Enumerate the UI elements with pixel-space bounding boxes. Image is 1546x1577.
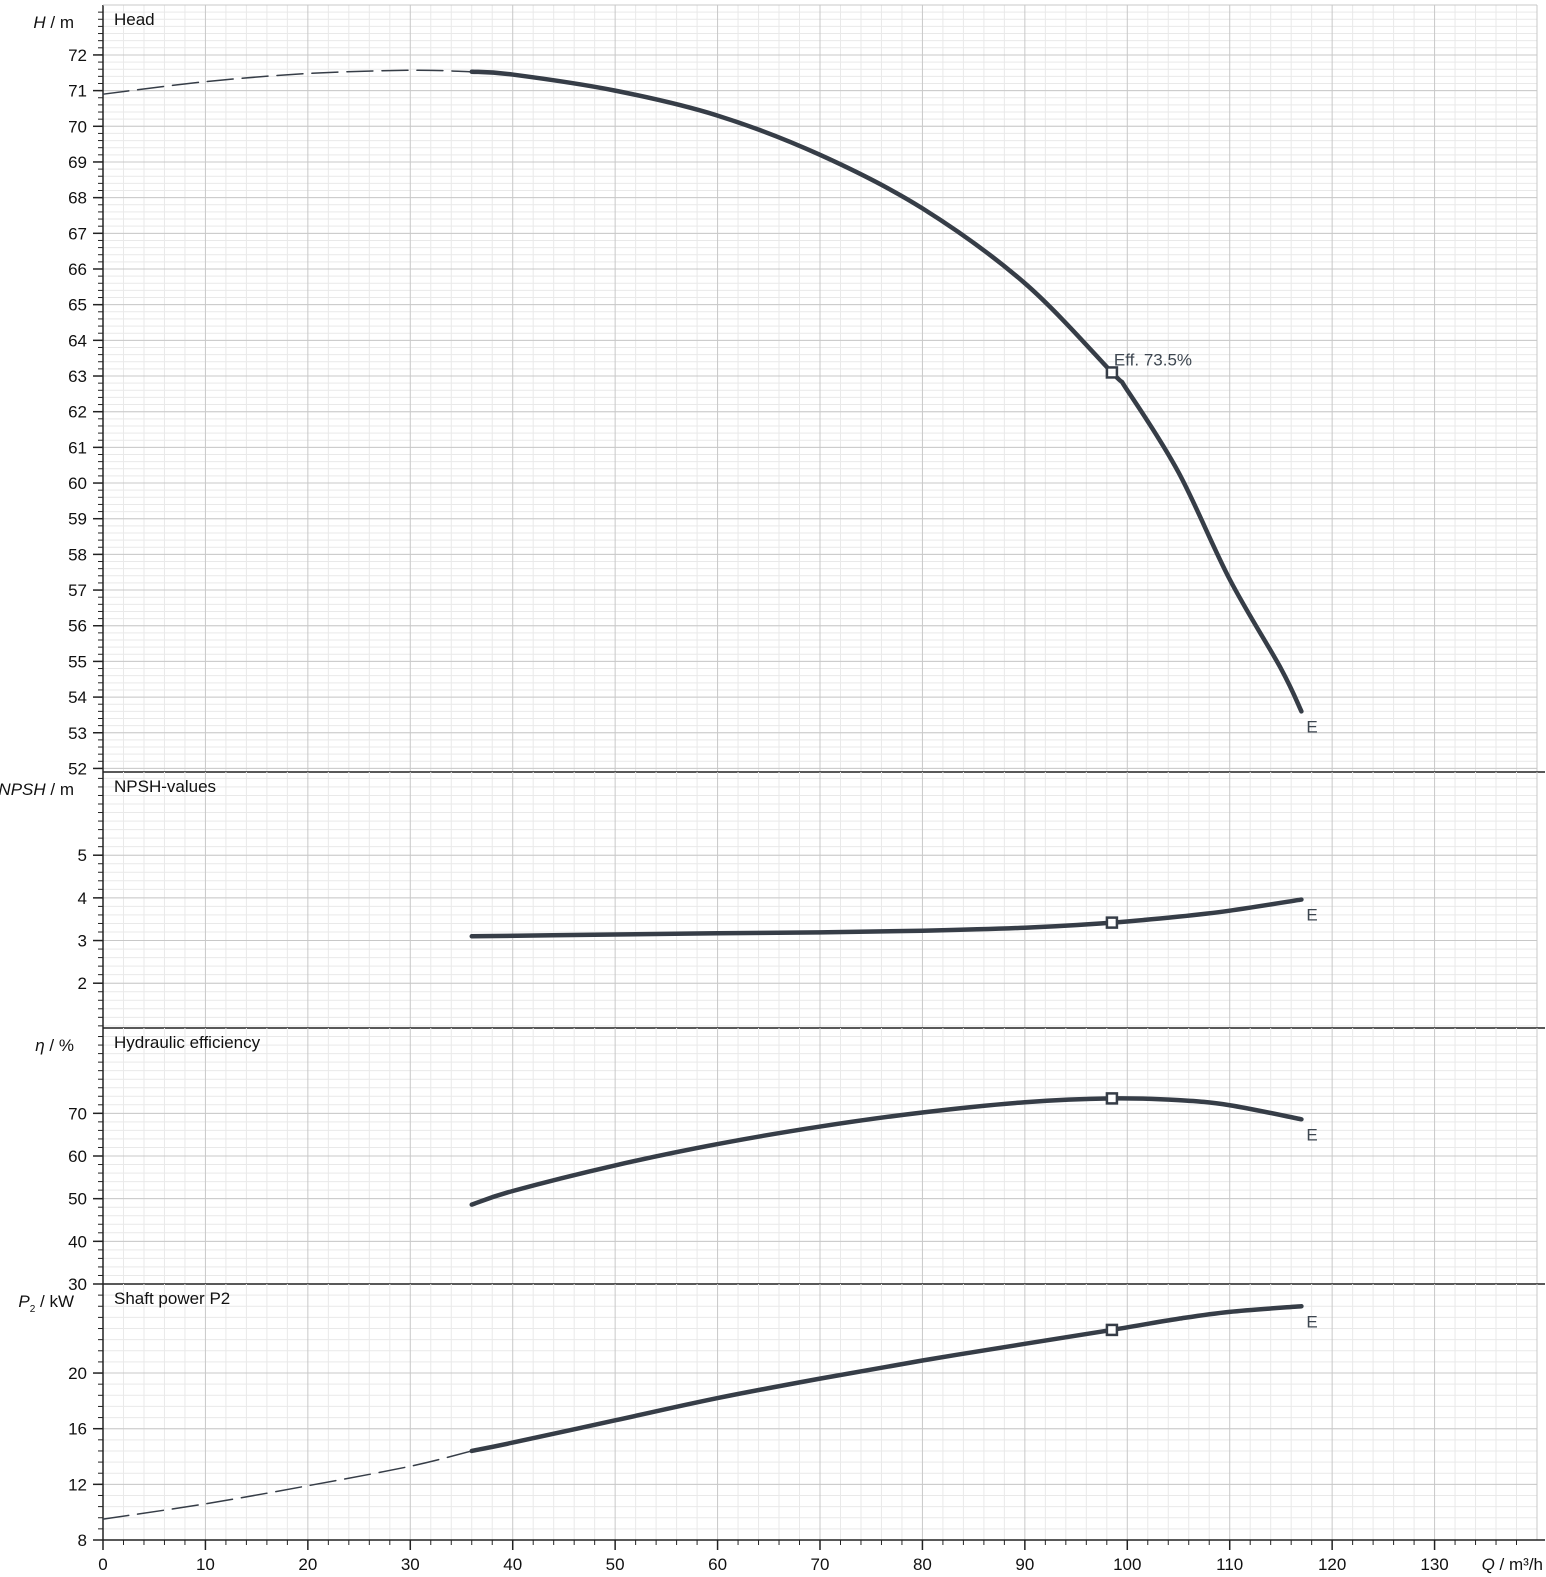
y-tick-label: 54 [68,688,87,707]
x-tick-label: 110 [1216,1555,1243,1574]
panel-title: NPSH-values [114,777,216,796]
y-tick-label: 40 [68,1232,87,1251]
y-tick-label: 56 [68,617,87,636]
end-label: E [1306,717,1317,736]
x-tick-label: 50 [606,1555,625,1574]
x-axis-variable: Q [1482,1555,1495,1574]
y-axis-variable: P [18,1292,30,1311]
panel-title: Hydraulic efficiency [114,1033,261,1052]
y-tick-label: 59 [68,510,87,529]
panel-title: Shaft power P2 [114,1289,230,1308]
y-axis-unit: / m [46,13,74,32]
panel-0: 52 53 54 55 56 57 58 59 60 61 62 63 64 65 66 67 68 69 70 71… [33,4,1545,778]
y-axis-label: NPSH / m [0,780,74,799]
end-label: E [1306,1125,1317,1144]
y-axis-unit: / m [46,780,74,799]
y-tick-label: 63 [68,367,87,386]
y-axis-variable: H [33,13,46,32]
y-tick-label: 71 [68,82,87,101]
y-tick-label: 70 [68,1104,87,1123]
x-tick-label: 70 [811,1555,830,1574]
series-line-dashed [102,1450,473,1520]
y-tick-label: 60 [68,1147,87,1166]
y-tick-label: 16 [68,1420,87,1439]
x-tick-label: 120 [1318,1555,1346,1574]
y-axis-label: H / m [33,13,74,32]
y-axis-label: P2 / kW [18,1292,74,1315]
y-tick-label: 8 [78,1531,87,1550]
y-tick-label: 52 [68,759,87,778]
series-line-solid [469,1096,1304,1207]
x-tick-label: 40 [503,1555,522,1574]
series-line-solid [469,1304,1304,1454]
end-label: E [1306,906,1317,925]
y-tick-label: 12 [68,1475,87,1494]
x-axis-label: Q / m³/h [1482,1555,1543,1574]
x-tick-label: 30 [401,1555,420,1574]
y-tick-label: 61 [68,438,87,457]
end-label: E [1306,1312,1317,1331]
y-tick-label: 62 [68,403,87,422]
operating-point-marker [1105,366,1119,379]
y-tick-label: 53 [68,724,87,743]
y-tick-label: 20 [68,1364,87,1383]
panel-1: 2 3 4 5 NPSH-values NPSH / m E [0,772,1545,1029]
y-tick-label: 69 [68,153,87,172]
y-tick-label: 66 [68,260,87,279]
y-tick-label: 64 [68,331,87,350]
operating-point-marker [1105,1323,1119,1337]
series-line-solid [469,69,1304,714]
y-tick-label: 70 [68,117,87,136]
x-axis-unit: / m³/h [1495,1555,1543,1574]
operating-point-marker [1105,1092,1119,1105]
y-tick-label: 67 [68,224,87,243]
y-axis-unit: / % [45,1036,74,1055]
y-axis-unit: / kW [35,1292,74,1311]
x-tick-label: 130 [1420,1555,1448,1574]
y-axis-variable: NPSH [0,780,46,799]
y-tick-label: 55 [68,652,87,671]
y-axis-label: η / % [35,1036,74,1055]
series-line-solid [469,897,1304,939]
y-tick-label: 4 [78,889,87,908]
operating-point-marker [1105,916,1119,929]
x-tick-label: 90 [1015,1555,1034,1574]
y-tick-label: 72 [68,46,87,65]
x-tick-label: 20 [298,1555,317,1574]
y-tick-label: 65 [68,296,87,315]
x-tick-label: 100 [1113,1555,1141,1574]
x-tick-label: 60 [708,1555,727,1574]
panel-2: 30 40 50 60 70 Hydraulic efficiency η / % E [35,1028,1545,1294]
y-tick-label: 50 [68,1190,87,1209]
y-tick-label: 68 [68,189,87,208]
y-tick-label: 3 [78,932,87,951]
efficiency-annotation: Eff. 73.5% [1114,350,1192,369]
series-line-dashed [102,69,473,95]
x-tick-label: 0 [98,1555,107,1574]
y-axis-variable: η [35,1036,44,1055]
y-tick-label: 2 [78,974,87,993]
x-tick-label: 80 [913,1555,932,1574]
y-tick-label: 58 [68,545,87,564]
y-axis-subscript: 2 [30,1304,36,1315]
y-tick-label: 60 [68,474,87,493]
x-tick-label: 10 [196,1555,215,1574]
y-tick-label: 30 [68,1275,87,1294]
panel-title: Head [114,10,155,29]
y-tick-label: 5 [78,846,87,865]
y-tick-label: 57 [68,581,87,600]
panel-3: 8 12 16 20 Shaft power P2 P2 / kW E 0 10 20 30 40 50… [18,1284,1545,1574]
